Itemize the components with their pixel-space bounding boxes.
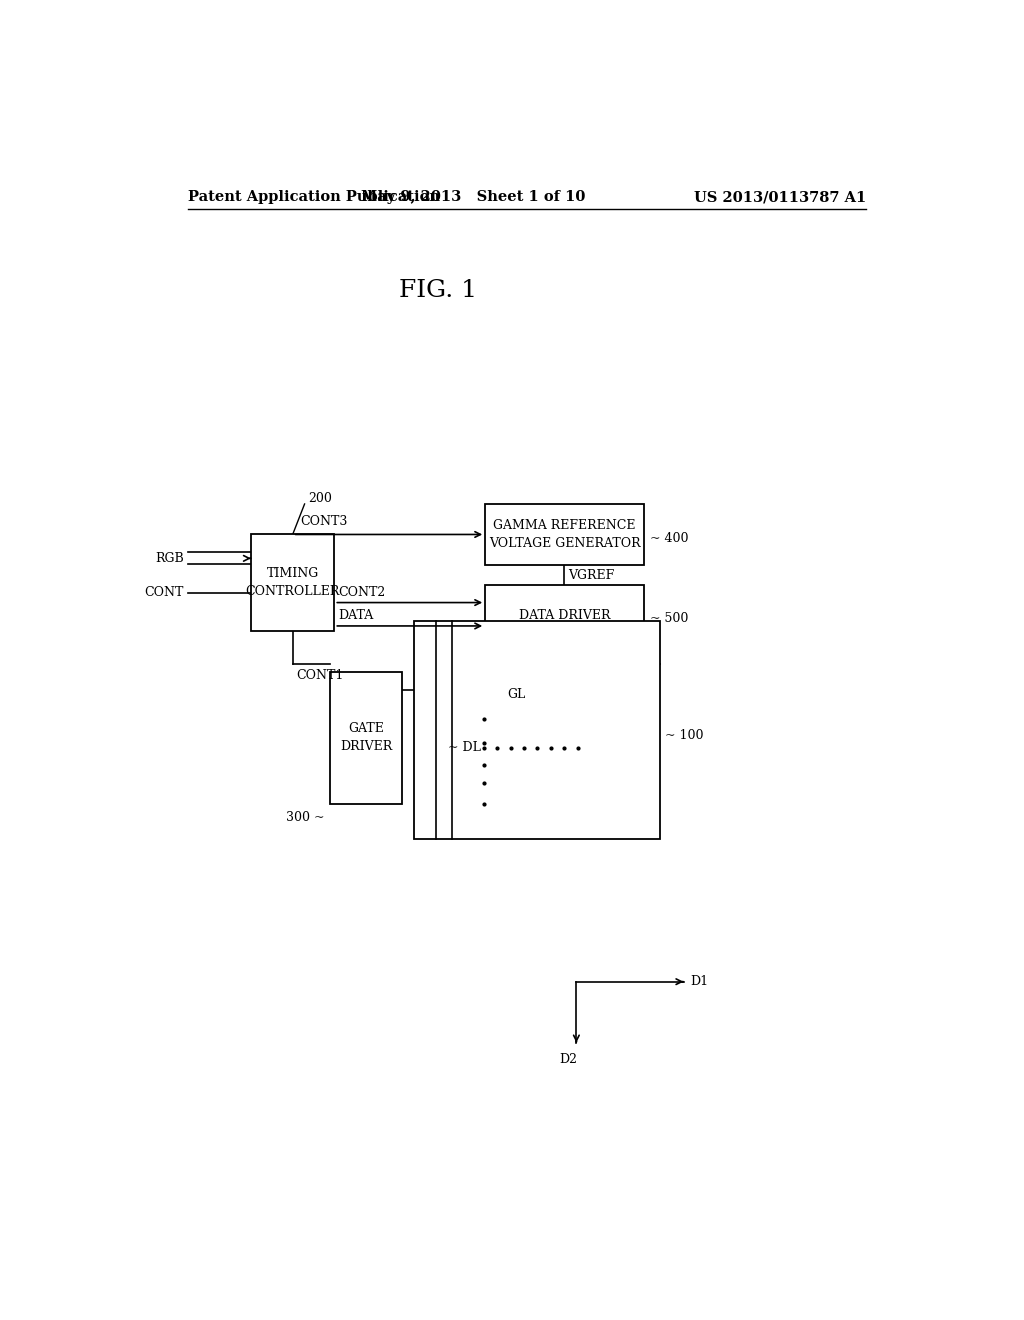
Text: 300 ~: 300 ~ (286, 810, 324, 824)
Text: D1: D1 (690, 975, 708, 989)
Bar (414, 620, 659, 840)
Bar (485, 585, 644, 647)
Text: ~ DL: ~ DL (449, 742, 481, 755)
Text: RGB: RGB (155, 552, 183, 565)
Text: DATA DRIVER: DATA DRIVER (519, 610, 610, 622)
Text: CONT2: CONT2 (338, 586, 386, 598)
Text: GAMMA REFERENCE
VOLTAGE GENERATOR: GAMMA REFERENCE VOLTAGE GENERATOR (488, 519, 640, 550)
Text: GATE
DRIVER: GATE DRIVER (340, 722, 392, 754)
Bar (485, 504, 644, 565)
Text: VGREF: VGREF (568, 569, 614, 582)
Text: May 9, 2013   Sheet 1 of 10: May 9, 2013 Sheet 1 of 10 (361, 190, 586, 205)
Bar (251, 535, 334, 631)
Text: TIMING
CONTROLLER: TIMING CONTROLLER (246, 568, 340, 598)
Text: ~ 100: ~ 100 (666, 729, 703, 742)
Text: CONT: CONT (144, 586, 183, 599)
Text: Patent Application Publication: Patent Application Publication (187, 190, 439, 205)
Text: D2: D2 (559, 1053, 578, 1065)
Text: DATA: DATA (338, 609, 374, 622)
Text: US 2013/0113787 A1: US 2013/0113787 A1 (694, 190, 866, 205)
Text: 200: 200 (308, 492, 333, 506)
Text: CONT3: CONT3 (301, 515, 348, 528)
Bar (331, 672, 401, 804)
Text: ~ 400: ~ 400 (650, 532, 689, 545)
Text: ~ 500: ~ 500 (650, 612, 688, 626)
Text: CONT1: CONT1 (297, 669, 344, 681)
Text: FIG. 1: FIG. 1 (398, 279, 476, 302)
Text: GL: GL (507, 688, 525, 701)
